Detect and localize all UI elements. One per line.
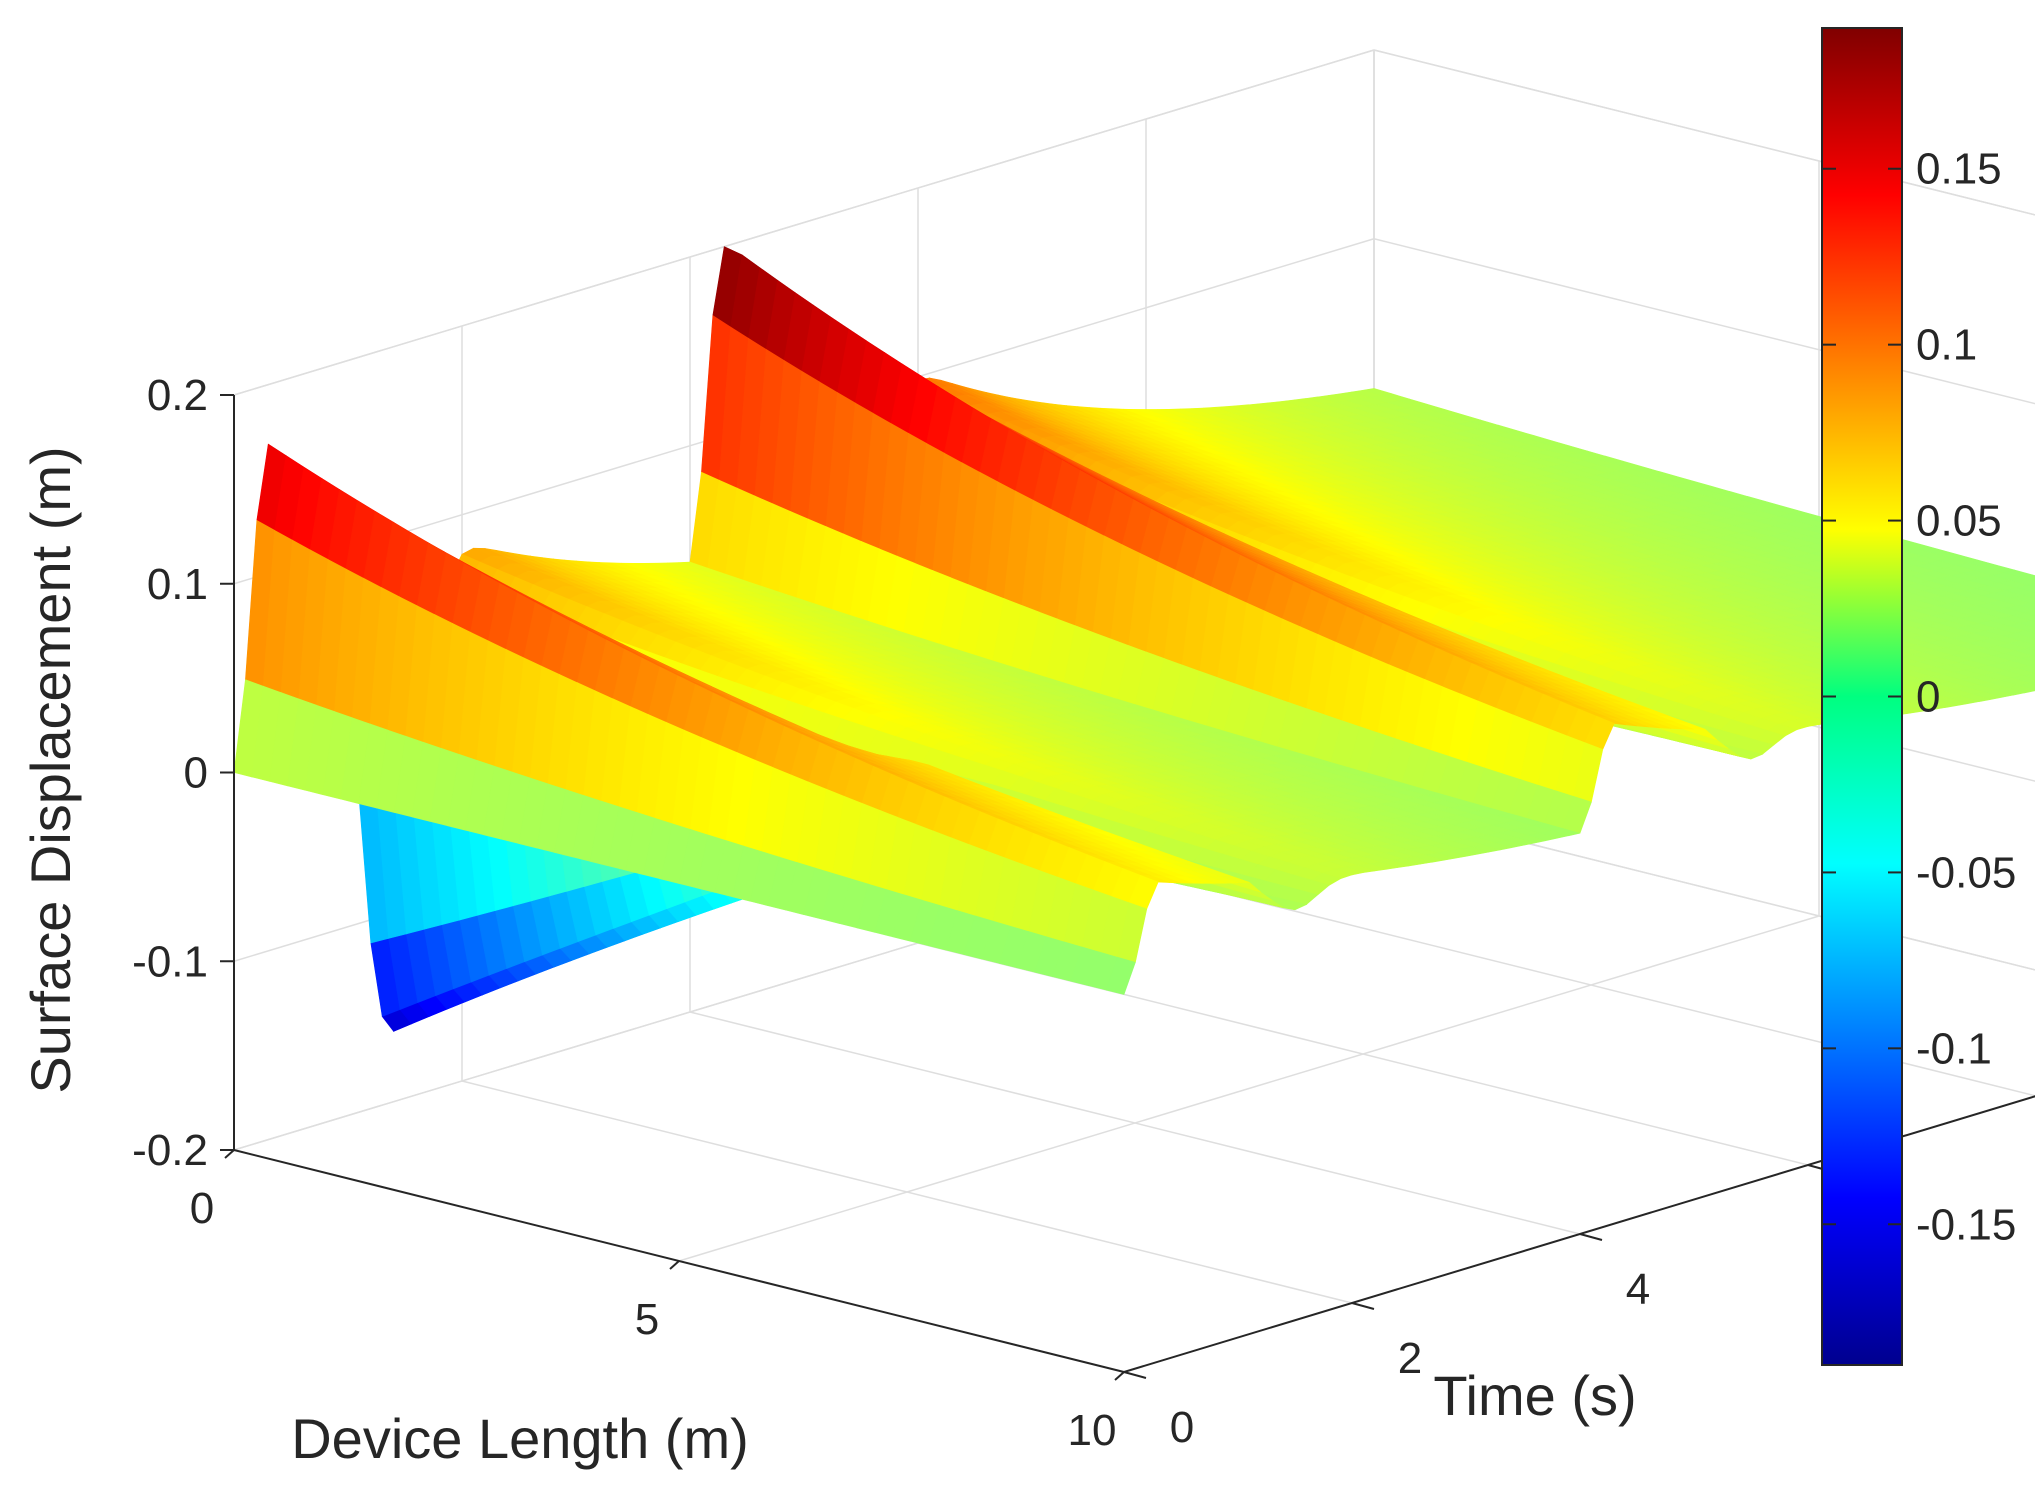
floor-grid-y-line [690,1012,1580,1234]
floor-grid-x-line [679,916,1819,1261]
surface-mesh [234,247,2035,1032]
floor-grid-y-line [462,1081,1352,1303]
